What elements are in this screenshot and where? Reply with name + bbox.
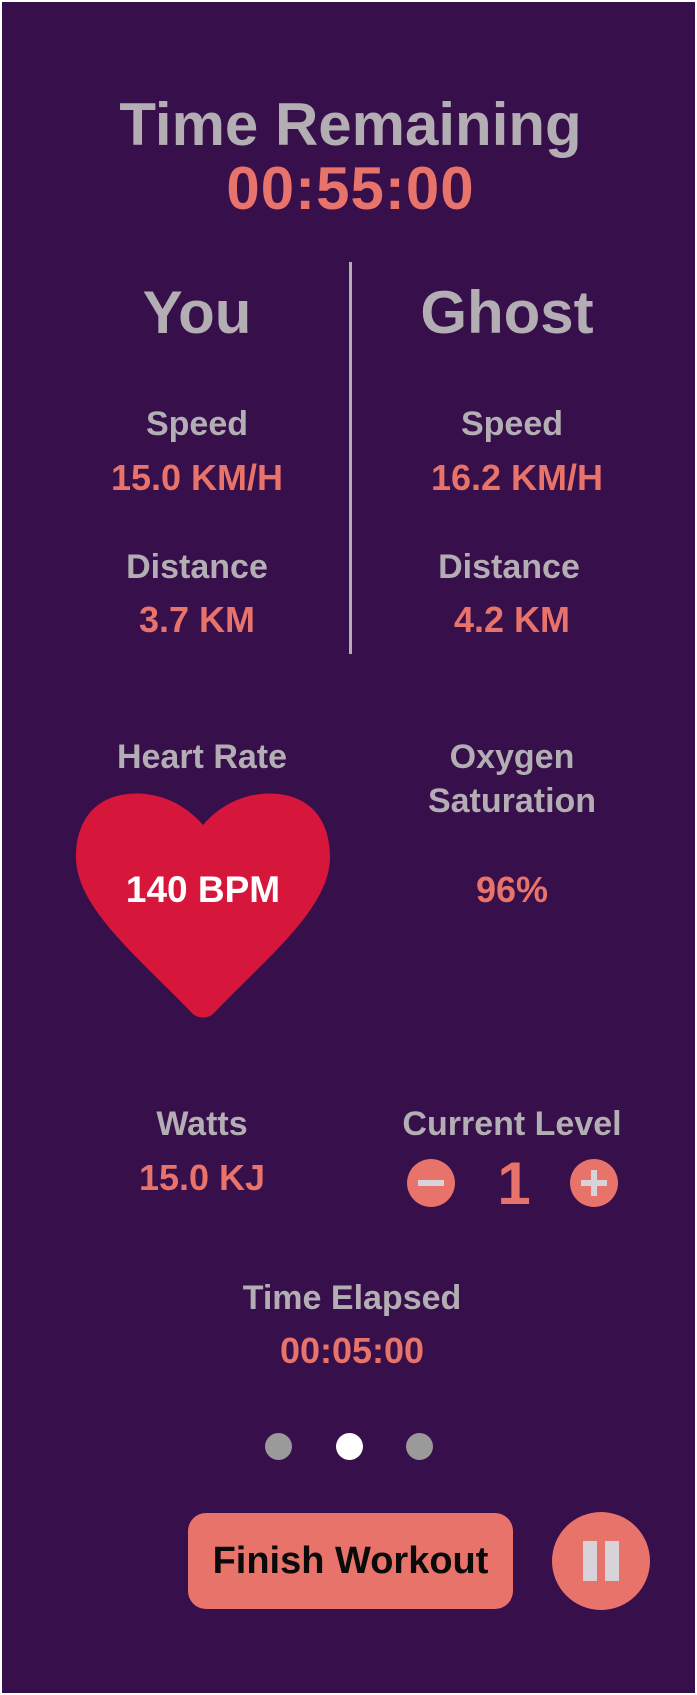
heart-icon xyxy=(76,793,330,1018)
minus-icon xyxy=(418,1180,444,1186)
heart-rate-value: 140 BPM xyxy=(125,869,281,910)
you-speed-label: Speed xyxy=(145,405,249,443)
watts-label: Watts xyxy=(156,1105,248,1143)
oxygen-label-line1: Oxygen xyxy=(449,738,575,776)
column-divider xyxy=(349,262,352,654)
increase-level-button[interactable] xyxy=(570,1159,618,1207)
oxygen-label-line2: Saturation xyxy=(427,782,597,820)
ghost-distance-value: 4.2 KM xyxy=(453,599,571,640)
page-dot-2-active[interactable] xyxy=(336,1433,363,1460)
watts-value: 15.0 KJ xyxy=(138,1157,266,1198)
pause-button[interactable] xyxy=(552,1512,650,1610)
time-elapsed-label: Time Elapsed xyxy=(242,1279,462,1317)
oxygen-value: 96% xyxy=(475,869,549,910)
ghost-title: Ghost xyxy=(420,279,594,346)
time-elapsed-value: 00:05:00 xyxy=(279,1330,425,1371)
plus-icon xyxy=(581,1170,607,1196)
page-dot-3[interactable] xyxy=(406,1433,433,1460)
page-dot-1[interactable] xyxy=(265,1433,292,1460)
time-remaining-label: Time Remaining xyxy=(119,91,582,158)
finish-workout-button[interactable]: Finish Workout xyxy=(188,1513,513,1609)
you-distance-label: Distance xyxy=(126,548,268,586)
current-level-value: 1 xyxy=(497,1150,531,1217)
you-title: You xyxy=(142,279,252,346)
you-speed-value: 15.0 KM/H xyxy=(110,457,284,498)
current-level-label: Current Level xyxy=(402,1105,622,1143)
finish-workout-label: Finish Workout xyxy=(212,1540,489,1582)
time-remaining-value: 00:55:00 xyxy=(226,155,475,222)
pause-icon xyxy=(583,1541,619,1581)
ghost-speed-value: 16.2 KM/H xyxy=(430,457,604,498)
decrease-level-button[interactable] xyxy=(407,1159,455,1207)
heart-rate-label: Heart Rate xyxy=(116,738,288,776)
you-distance-value: 3.7 KM xyxy=(138,599,256,640)
ghost-distance-label: Distance xyxy=(438,548,580,586)
ghost-speed-label: Speed xyxy=(460,405,564,443)
